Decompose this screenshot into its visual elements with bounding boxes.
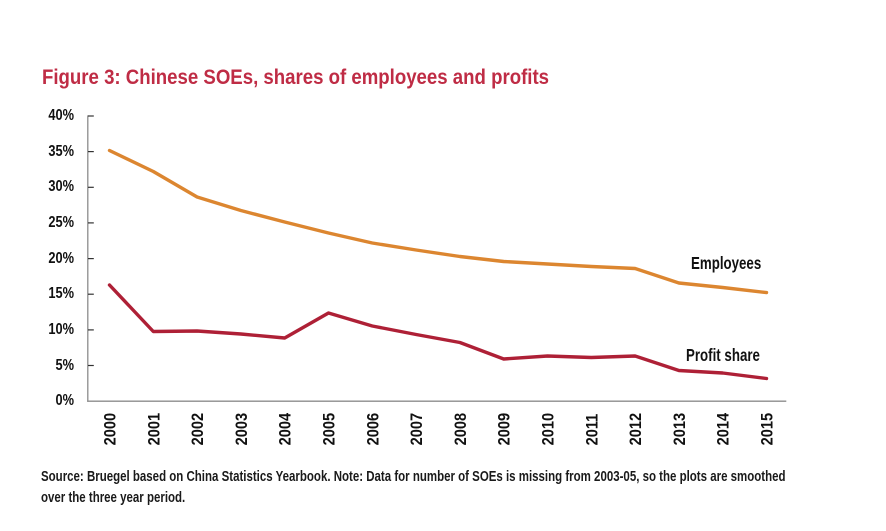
svg-text:2012: 2012 xyxy=(627,413,645,446)
svg-text:2005: 2005 xyxy=(321,413,339,446)
svg-text:2002: 2002 xyxy=(189,413,207,446)
svg-text:2009: 2009 xyxy=(496,413,514,446)
svg-text:2004: 2004 xyxy=(277,413,295,446)
svg-text:2003: 2003 xyxy=(233,413,251,446)
svg-text:2010: 2010 xyxy=(540,413,558,446)
svg-text:2013: 2013 xyxy=(671,413,689,446)
svg-text:2015: 2015 xyxy=(759,413,777,446)
svg-text:2000: 2000 xyxy=(102,413,120,446)
svg-text:2001: 2001 xyxy=(145,413,163,446)
svg-text:2008: 2008 xyxy=(452,413,470,446)
svg-text:2007: 2007 xyxy=(408,413,426,446)
svg-text:2011: 2011 xyxy=(583,414,601,446)
svg-text:2006: 2006 xyxy=(364,413,382,446)
svg-text:2014: 2014 xyxy=(715,413,733,446)
